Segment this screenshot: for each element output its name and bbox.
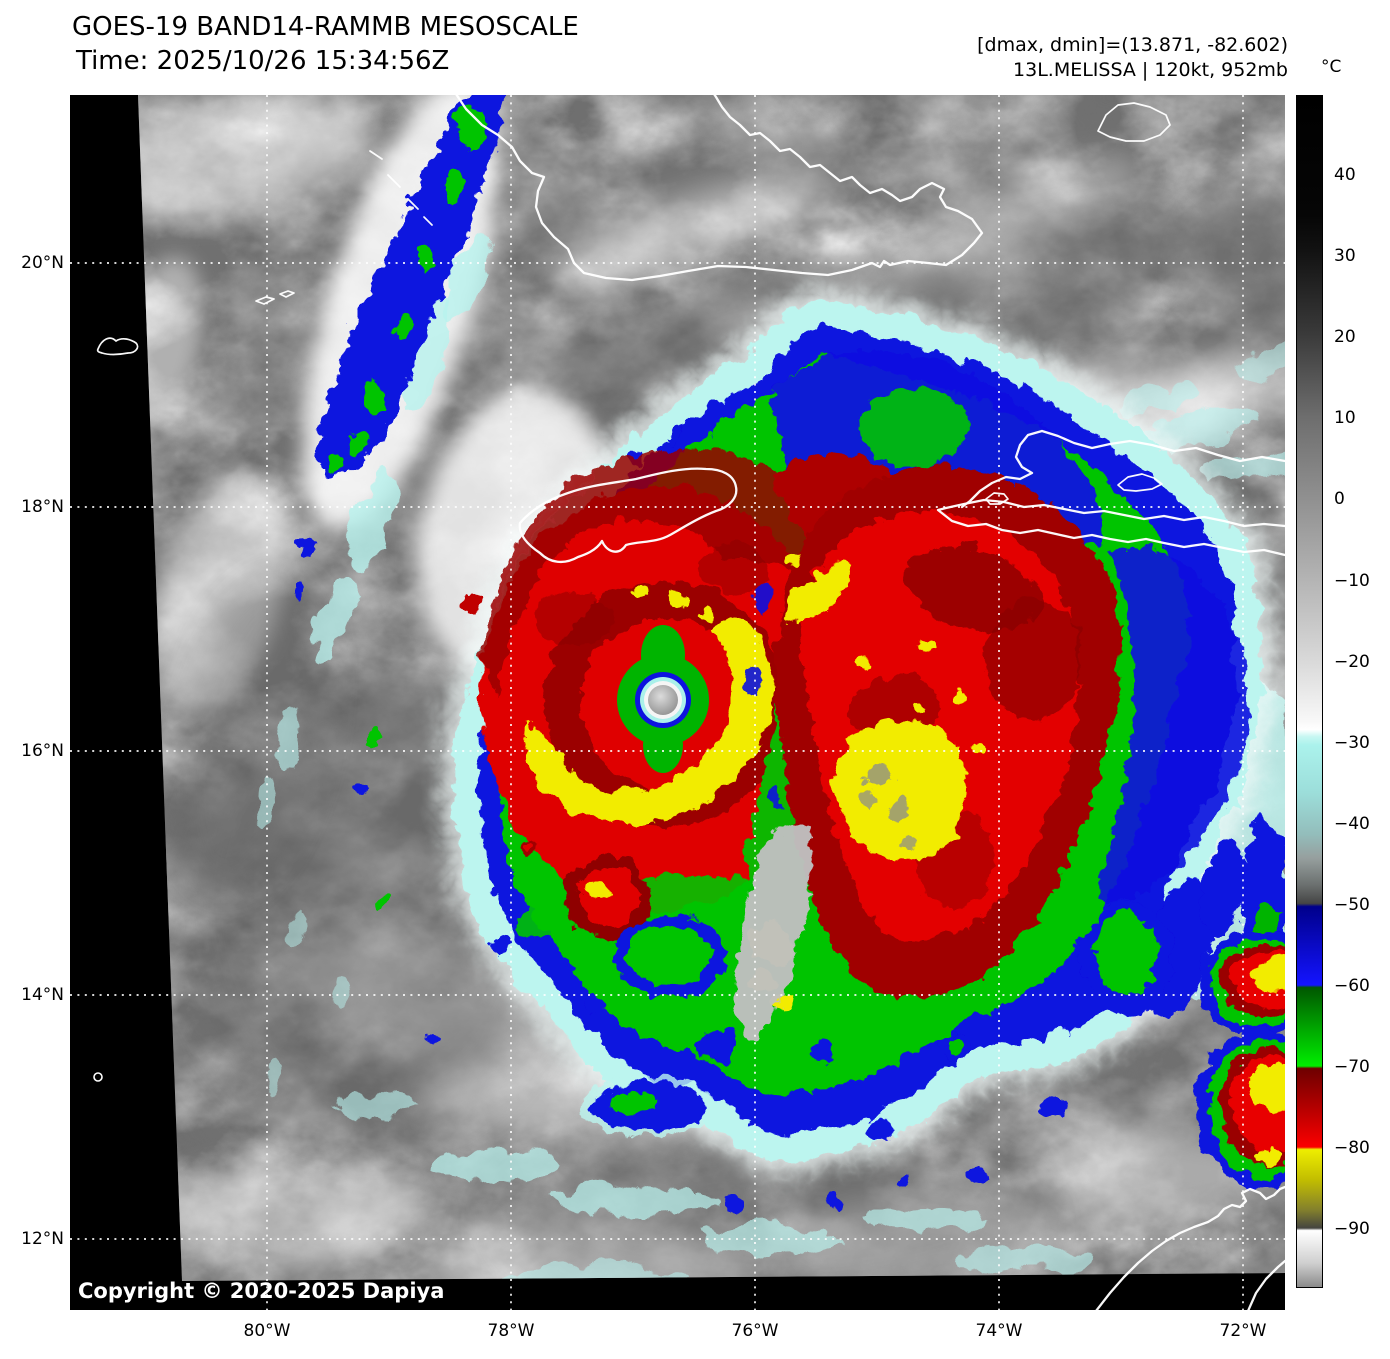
colorbar-tick-label: −10 xyxy=(1334,570,1370,591)
colorbar-tick-label: −90 xyxy=(1334,1219,1370,1240)
hispaniola-south-peninsula xyxy=(936,498,1285,557)
storm-color-shield xyxy=(289,95,1285,1208)
colorbar-tick-label: −40 xyxy=(1334,813,1370,834)
colorbar-tick-label: 0 xyxy=(1334,489,1345,510)
timestamp: Time: 2025/10/26 15:34:56Z xyxy=(76,46,450,76)
cuba-cays xyxy=(369,150,433,226)
storm-info: [dmax, dmin]=(13.871, -82.602) 13L.MELIS… xyxy=(977,33,1288,83)
colorbar-tick-label: 10 xyxy=(1334,408,1356,429)
colorbar-unit-label: °C xyxy=(1321,57,1342,77)
graticule xyxy=(70,95,1285,1310)
lon-tick-label: 76°W xyxy=(731,1321,779,1341)
copyright-notice: Copyright © 2020-2025 Dapiya xyxy=(78,1279,445,1303)
coastlines xyxy=(93,95,1285,1310)
lat-tick-label: 12°N xyxy=(21,1229,64,1249)
lat-tick-label: 20°N xyxy=(21,253,64,273)
colorbar-tick-label: 40 xyxy=(1334,165,1356,185)
lon-tick-label: 72°W xyxy=(1219,1321,1267,1341)
jamaica-coastline xyxy=(518,467,738,564)
cayman-brac-islets xyxy=(255,290,295,305)
gonave-island xyxy=(985,492,1009,505)
swan-island xyxy=(93,1072,103,1082)
colorbar-tick-label: 30 xyxy=(1334,246,1356,267)
imagery-swath xyxy=(138,95,1285,1281)
satellite-imagery-svg xyxy=(70,95,1285,1310)
grand-cayman-island xyxy=(96,337,139,356)
cuba-coastline xyxy=(455,95,984,282)
colorbar-tick-label: −30 xyxy=(1334,732,1370,753)
colorbar-tick-label: −20 xyxy=(1334,651,1370,672)
colorbar-tick-label: −60 xyxy=(1334,976,1370,996)
dmax-dmin-readout: [dmax, dmin]=(13.871, -82.602) xyxy=(977,34,1288,56)
colorbar-tick-label: 20 xyxy=(1334,327,1356,348)
colorbar-tick-label: −80 xyxy=(1334,1138,1370,1159)
colorbar-tick-label: −70 xyxy=(1334,1057,1370,1078)
south-america-coastline xyxy=(1095,1185,1285,1310)
lat-tick-label: 14°N xyxy=(21,985,64,1005)
lat-tick-label: 18°N xyxy=(21,497,64,517)
page-title: GOES-19 BAND14-RAMMB MESOSCALE xyxy=(72,12,579,42)
tortuga-island xyxy=(1117,473,1163,492)
hispaniola-north-coastline xyxy=(960,429,1285,509)
lat-tick-label: 16°N xyxy=(21,741,64,761)
temperature-colorbar xyxy=(1296,95,1323,1288)
storm-intensity-readout: 13L.MELISSA | 120kt, 952mb xyxy=(1013,59,1288,81)
lon-tick-label: 74°W xyxy=(975,1321,1023,1341)
lon-tick-label: 80°W xyxy=(243,1321,291,1341)
hurricane-eye xyxy=(617,625,709,773)
inagua-island xyxy=(1097,102,1171,142)
satellite-map: Copyright © 2020-2025 Dapiya xyxy=(70,95,1285,1310)
colorbar-tick-label: −50 xyxy=(1334,894,1370,915)
lon-tick-label: 78°W xyxy=(487,1321,535,1341)
